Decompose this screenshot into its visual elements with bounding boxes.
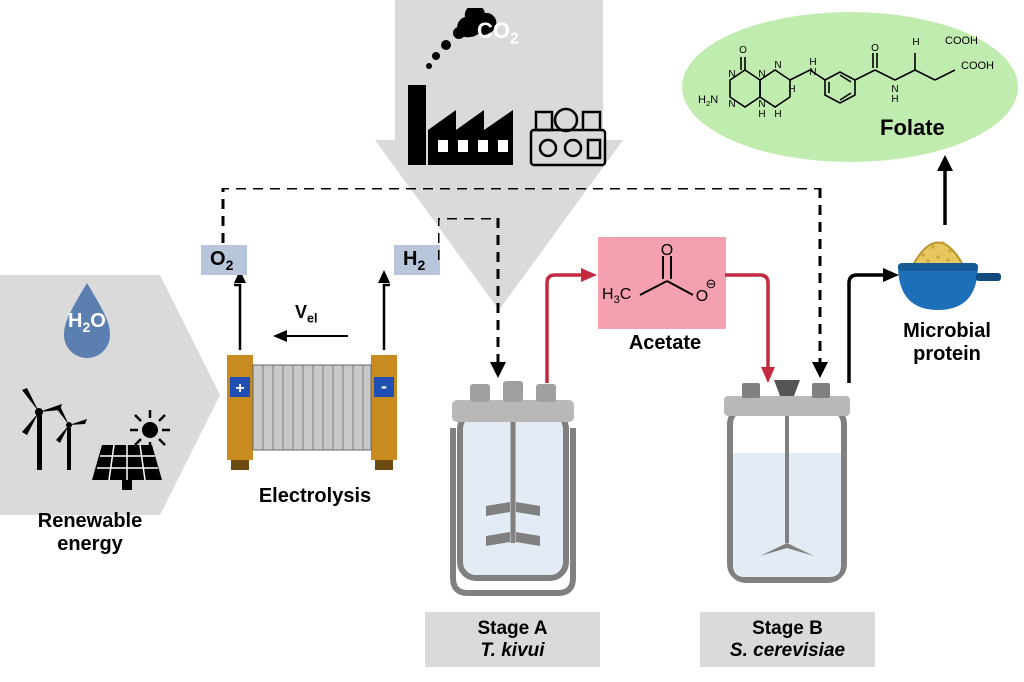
reactor-a-icon <box>438 378 588 603</box>
electrolyzer-icon: + - <box>227 345 397 475</box>
svg-text:⊖: ⊖ <box>706 276 717 291</box>
vel-label: Vel <box>295 302 318 326</box>
acetate-molecule-icon: O O ⊖ <box>605 243 720 321</box>
svg-text:N: N <box>809 67 816 78</box>
svg-text:H: H <box>912 37 919 48</box>
vel-arrow-icon <box>273 327 353 345</box>
protein-bowl-icon <box>888 225 1003 325</box>
svg-text:H: H <box>788 84 795 95</box>
reactor-b-icon <box>712 378 862 593</box>
h3c-label: H3C <box>602 286 631 306</box>
arrow-folate <box>935 155 955 227</box>
svg-text:O: O <box>739 45 747 56</box>
svg-text:H: H <box>758 109 765 120</box>
industry-icon <box>528 100 608 168</box>
h2o-label: H2O <box>68 310 106 335</box>
sun-icon <box>130 410 170 450</box>
renewable-label: Renewable energy <box>20 510 160 556</box>
cooh2-label: COOH <box>961 60 994 72</box>
svg-text:O: O <box>871 43 879 54</box>
svg-text:N: N <box>728 69 735 80</box>
svg-text:N: N <box>774 60 781 71</box>
stage-a-label: Stage AT. kivui <box>425 618 600 662</box>
svg-text:-: - <box>381 376 387 396</box>
electrolysis-label: Electrolysis <box>245 485 385 508</box>
solar-panel-icon <box>92 445 162 495</box>
wind-turbine-icon <box>12 380 102 475</box>
h2n-label: H2N <box>698 94 718 108</box>
dashed-to-stageB <box>810 188 840 383</box>
svg-text:N: N <box>758 69 765 80</box>
svg-text:H: H <box>891 94 898 105</box>
svg-text:O: O <box>661 243 673 259</box>
red-arrow-a <box>540 268 600 386</box>
red-arrow-b <box>725 268 780 386</box>
svg-text:N: N <box>728 99 735 110</box>
folate-label: Folate <box>880 115 945 141</box>
cooh1-label: COOH <box>945 35 978 47</box>
acetate-label: Acetate <box>620 332 710 355</box>
microbial-label: Microbial protein <box>882 320 1012 366</box>
factory-icon <box>408 65 513 165</box>
co2-label: CO2 <box>477 18 519 48</box>
stage-b-label: Stage BS. cerevisiae <box>700 618 875 662</box>
svg-text:H: H <box>774 109 781 120</box>
svg-text:+: + <box>235 380 244 397</box>
dashed-h2-line <box>438 218 513 383</box>
